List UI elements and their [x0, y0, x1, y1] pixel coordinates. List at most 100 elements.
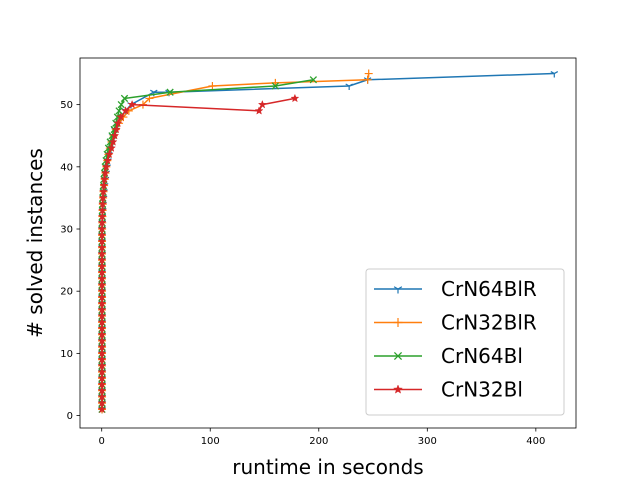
data-point [97, 274, 107, 283]
data-point [97, 286, 107, 296]
series-CrN64Bl [98, 76, 318, 414]
data-point [97, 354, 107, 364]
legend: CrN64BlR CrN32BlR CrN64Bl CrN32Bl [365, 268, 565, 416]
data-point [97, 292, 107, 302]
data-point [110, 131, 120, 140]
data-point [208, 81, 217, 90]
data-point [97, 317, 107, 327]
data-point [101, 162, 111, 171]
data-point [97, 242, 107, 252]
data-point [97, 342, 107, 351]
data-point [113, 118, 123, 128]
series-line [101, 79, 314, 410]
plot-frame [79, 57, 577, 429]
legend-item: CrN32Bl [374, 378, 523, 402]
data-point [108, 137, 118, 146]
data-point [97, 305, 107, 314]
legend-item: CrN64Bl [374, 344, 523, 368]
data-point [271, 82, 280, 90]
legend-marker [393, 384, 403, 394]
data-point [106, 143, 116, 152]
data-point [97, 255, 107, 264]
data-point [364, 69, 373, 78]
data-point [97, 311, 107, 320]
data-point [97, 336, 107, 345]
data-point [97, 348, 107, 358]
x-tick-label: 200 [309, 436, 328, 447]
legend-marker [393, 351, 403, 361]
data-point [97, 379, 107, 389]
data-point [97, 211, 107, 221]
legend-marker [393, 318, 403, 327]
data-point [257, 99, 267, 109]
data-point [97, 205, 107, 215]
legend-label: CrN32BlR [441, 311, 537, 335]
data-point [97, 392, 107, 401]
y-tick-label: 10 [60, 349, 73, 360]
data-point [97, 367, 107, 376]
data-point [254, 106, 264, 115]
data-point [115, 107, 123, 115]
y-axis-ticks: 0 10 20 30 40 50 [60, 100, 80, 422]
legend-frame [365, 268, 565, 416]
data-point [97, 361, 107, 370]
data-point [120, 94, 129, 103]
legend-label: CrN64Bl [441, 344, 523, 368]
data-point [97, 224, 107, 233]
data-point [104, 149, 114, 159]
data-point [363, 75, 372, 84]
data-point [99, 180, 109, 190]
data-point [97, 249, 107, 258]
y-tick-label: 20 [60, 287, 73, 298]
data-point [97, 404, 107, 414]
data-point [97, 267, 107, 277]
data-point [100, 174, 110, 184]
legend-label: CrN64BlR [441, 277, 537, 301]
series-line [101, 73, 370, 410]
data-point [97, 323, 107, 333]
data-point [121, 106, 131, 115]
data-point [166, 88, 174, 96]
x-axis-label: runtime in seconds [232, 455, 423, 479]
series-CrN32BlR [98, 69, 373, 414]
data-point [103, 155, 113, 165]
data-point [97, 280, 107, 289]
data-point [550, 71, 559, 78]
y-tick-label: 40 [60, 162, 73, 173]
data-point [97, 218, 107, 227]
plot-area: 0 100 200 300 400 0 10 20 30 40 50 [60, 57, 577, 447]
data-point [127, 99, 137, 109]
legend-marker [393, 286, 403, 294]
y-tick-label: 0 [67, 411, 73, 422]
data-point [97, 236, 107, 246]
legend-label: CrN32Bl [441, 378, 523, 402]
data-point [290, 93, 300, 103]
data-point [97, 261, 107, 271]
series-layer [97, 69, 559, 414]
data-point [116, 112, 126, 121]
y-tick-label: 50 [60, 100, 73, 111]
data-point [117, 100, 125, 109]
y-tick-label: 30 [60, 225, 73, 236]
data-point [97, 298, 107, 308]
y-axis-label: # solved instances [23, 148, 47, 338]
x-tick-label: 0 [99, 436, 105, 447]
data-point [345, 83, 353, 90]
data-point [97, 385, 107, 395]
x-tick-label: 400 [526, 436, 545, 447]
legend-item: CrN32BlR [374, 311, 537, 335]
legend-item: CrN64BlR [374, 277, 537, 301]
data-point [111, 124, 121, 134]
series-line [101, 97, 296, 410]
data-point [309, 76, 318, 84]
x-tick-label: 300 [418, 436, 437, 447]
data-point [97, 373, 107, 383]
data-point [98, 193, 108, 202]
x-tick-label: 100 [201, 436, 220, 447]
data-point [100, 168, 110, 177]
data-point [97, 398, 107, 407]
series-CrN32Bl [97, 93, 300, 414]
data-point [97, 330, 107, 339]
data-point [98, 186, 108, 196]
